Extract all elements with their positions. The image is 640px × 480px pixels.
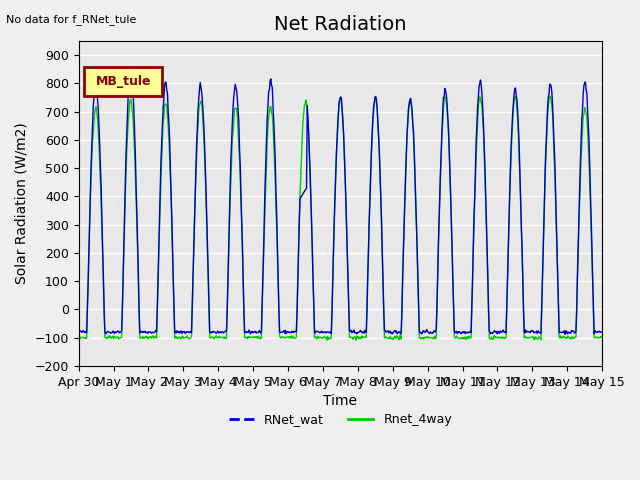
X-axis label: Time: Time	[323, 394, 357, 408]
Y-axis label: Solar Radiation (W/m2): Solar Radiation (W/m2)	[15, 123, 29, 284]
FancyBboxPatch shape	[84, 67, 163, 96]
Legend: RNet_wat, Rnet_4way: RNet_wat, Rnet_4way	[223, 408, 457, 431]
Text: MB_tule: MB_tule	[95, 75, 151, 88]
Title: Net Radiation: Net Radiation	[274, 15, 406, 34]
Text: No data for f_RNet_tule: No data for f_RNet_tule	[6, 14, 137, 25]
